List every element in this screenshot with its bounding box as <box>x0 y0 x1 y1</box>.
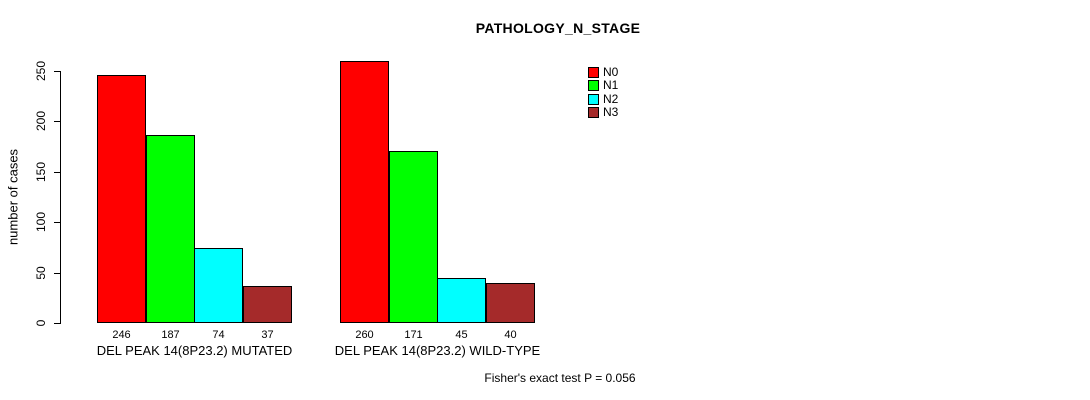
y-axis-tick-label: 250 <box>34 60 48 82</box>
y-axis-tick <box>54 121 60 122</box>
legend-swatch-n0 <box>588 67 599 78</box>
x-axis-group-label: DEL PEAK 14(8P23.2) WILD-TYPE <box>334 343 541 358</box>
y-axis-tick <box>54 71 60 72</box>
y-axis-tick-label: 150 <box>34 161 48 183</box>
bar-value-label: 246 <box>112 329 131 341</box>
y-axis-tick <box>54 323 60 324</box>
legend-swatch-n2 <box>588 94 599 105</box>
legend-label-n3: N3 <box>603 105 619 119</box>
bar-n1-group2 <box>389 151 438 323</box>
bar-n3-group1 <box>243 286 292 323</box>
fisher-test-note: Fisher's exact test P = 0.056 <box>484 371 636 385</box>
y-axis-tick-label: 200 <box>34 110 48 132</box>
y-axis-tick-label: 50 <box>34 266 48 280</box>
legend-label-n0: N0 <box>603 65 619 79</box>
bar-value-label: 45 <box>455 329 468 341</box>
y-axis-tick <box>54 172 60 173</box>
bar-n0-group1 <box>97 75 146 323</box>
bar-n3-group2 <box>486 283 535 323</box>
bar-value-label: 260 <box>355 329 374 341</box>
legend-swatch-n1 <box>588 80 599 91</box>
y-axis-tick <box>54 222 60 223</box>
bar-value-label: 40 <box>504 329 517 341</box>
legend-label-n2: N2 <box>603 92 619 106</box>
bar-value-label: 187 <box>161 329 180 341</box>
bar-n2-group1 <box>194 248 243 323</box>
chart-title: PATHOLOGY_N_STAGE <box>475 20 641 36</box>
y-axis-label: number of cases <box>5 148 21 246</box>
bar-n1-group1 <box>146 135 195 323</box>
y-axis-line <box>60 71 61 324</box>
y-axis-tick-label: 0 <box>34 319 48 327</box>
bar-value-label: 37 <box>261 329 274 341</box>
bar-n0-group2 <box>340 61 389 323</box>
x-axis-group-label: DEL PEAK 14(8P23.2) MUTATED <box>96 343 293 358</box>
legend-swatch-n3 <box>588 107 599 118</box>
legend-label-n1: N1 <box>603 78 619 92</box>
y-axis-tick <box>54 273 60 274</box>
y-axis-tick-label: 100 <box>34 211 48 233</box>
bar-value-label: 171 <box>404 329 423 341</box>
bar-n2-group2 <box>437 278 486 323</box>
bar-value-label: 74 <box>212 329 225 341</box>
